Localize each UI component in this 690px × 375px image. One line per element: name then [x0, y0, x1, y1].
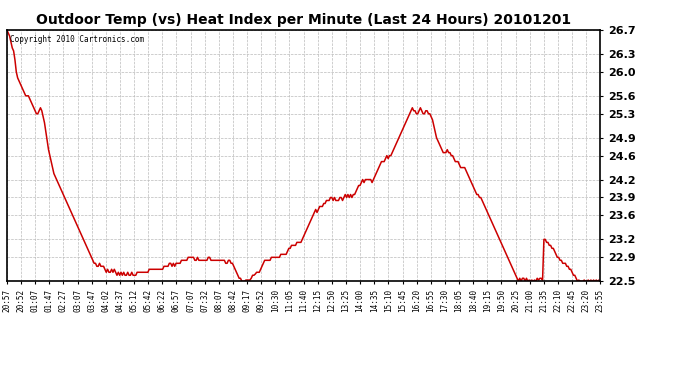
Text: Copyright 2010 Cartronics.com: Copyright 2010 Cartronics.com [10, 35, 144, 44]
Title: Outdoor Temp (vs) Heat Index per Minute (Last 24 Hours) 20101201: Outdoor Temp (vs) Heat Index per Minute … [36, 13, 571, 27]
